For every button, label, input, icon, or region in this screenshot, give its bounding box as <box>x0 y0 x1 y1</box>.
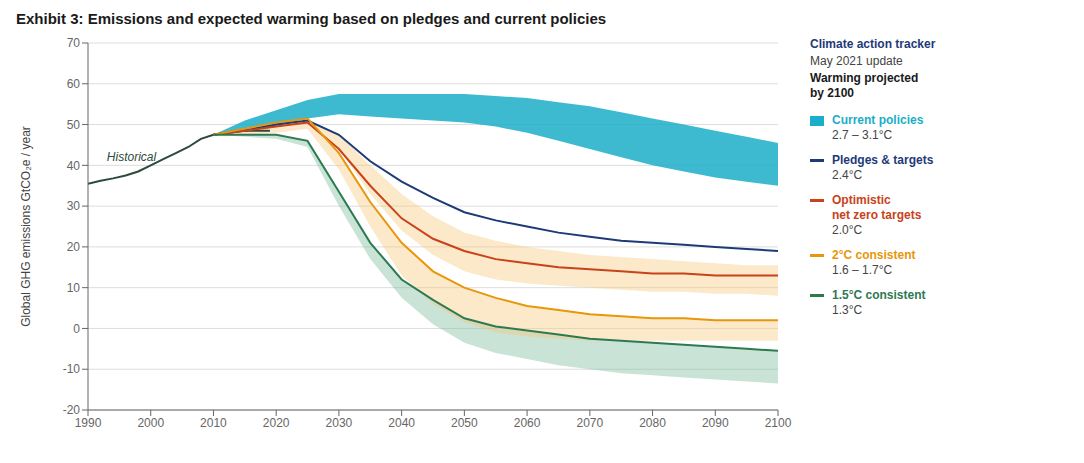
svg-text:2030: 2030 <box>326 416 353 430</box>
svg-text:70: 70 <box>67 36 81 50</box>
html-text:Current policies: Current policies <box>832 113 924 127</box>
svg-text:-10: -10 <box>63 362 81 376</box>
html-text:2.7 – 3.1°C: 2.7 – 3.1°C <box>832 128 893 142</box>
html-text:2.0°C: 2.0°C <box>832 223 863 237</box>
html-text:Warming projected by 2100: Warming projected by 2100 <box>810 71 919 100</box>
html-text:Exhibit 3: Emissions and expec: Exhibit 3: Emissions and expected warmin… <box>16 10 607 27</box>
svg-text:40: 40 <box>67 159 81 173</box>
svg-text:Global GHG emissions GtCO₂e /: Global GHG emissions GtCO₂e / year <box>19 126 33 327</box>
html-text:2°C consistent: 2°C consistent <box>832 248 916 262</box>
svg-text:2100: 2100 <box>765 416 792 430</box>
html-text:Pledges & targets: Pledges & targets <box>832 153 934 167</box>
svg-text:2000: 2000 <box>137 416 164 430</box>
svg-text:30: 30 <box>67 199 81 213</box>
svg-text:2070: 2070 <box>576 416 603 430</box>
html-text:May 2021 update: May 2021 update <box>810 54 903 68</box>
svg-text:60: 60 <box>67 77 81 91</box>
svg-text:0: 0 <box>73 322 80 336</box>
svg-text:2040: 2040 <box>388 416 415 430</box>
svg-text:2080: 2080 <box>639 416 666 430</box>
svg-text:2020: 2020 <box>263 416 290 430</box>
html-text:1.6 – 1.7°C: 1.6 – 1.7°C <box>832 263 893 277</box>
svg-text:2060: 2060 <box>514 416 541 430</box>
svg-text:2050: 2050 <box>451 416 478 430</box>
html-text:Optimistic net zero targets: Optimistic net zero targets <box>832 193 922 222</box>
svg-text:Historical: Historical <box>107 150 157 164</box>
svg-text:2010: 2010 <box>200 416 227 430</box>
html-text:1.3°C: 1.3°C <box>832 303 863 317</box>
svg-text:1990: 1990 <box>75 416 102 430</box>
html-text:Climate action tracker: Climate action tracker <box>810 37 936 51</box>
svg-text:10: 10 <box>67 281 81 295</box>
svg-text:50: 50 <box>67 118 81 132</box>
svg-text:20: 20 <box>67 240 81 254</box>
svg-text:2090: 2090 <box>702 416 729 430</box>
html-text:2.4°C: 2.4°C <box>832 168 863 182</box>
html-text:1.5°C consistent: 1.5°C consistent <box>832 288 926 302</box>
svg-text:-20: -20 <box>63 403 81 417</box>
